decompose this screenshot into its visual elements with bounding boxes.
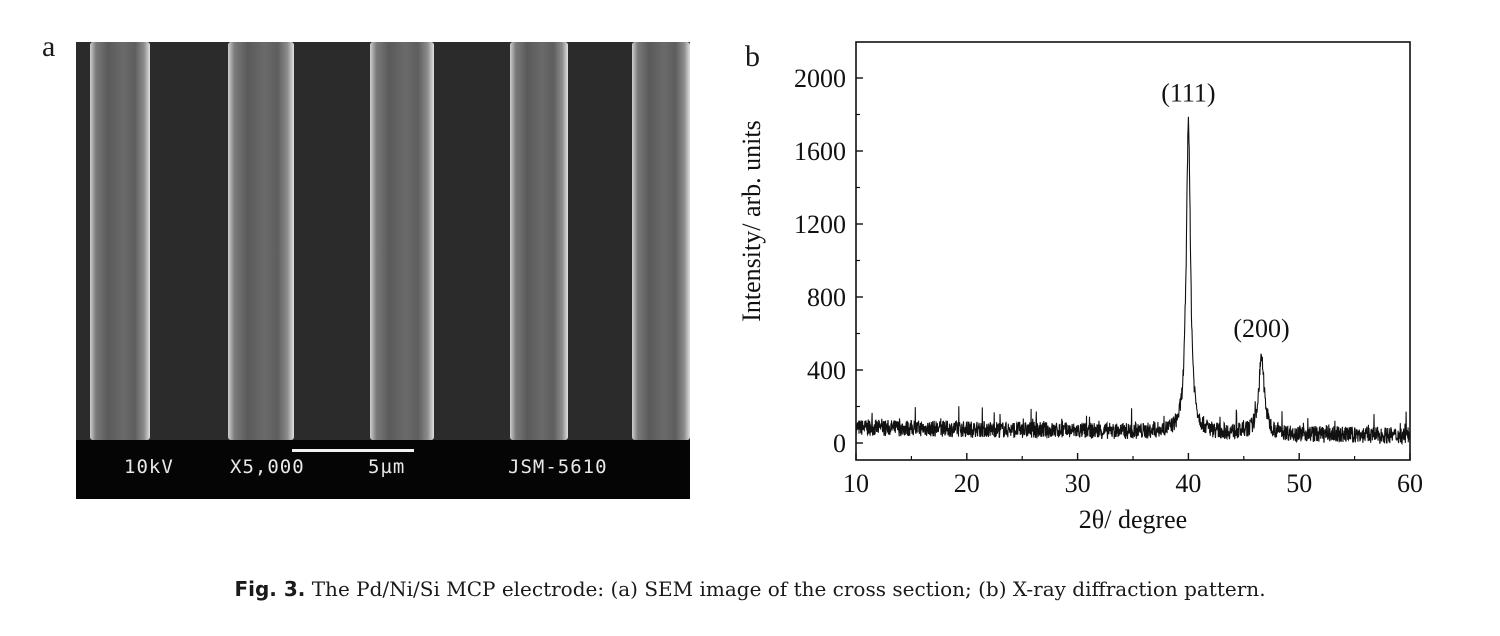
x-tick-label: 60 bbox=[1397, 469, 1423, 498]
scale-bar bbox=[292, 449, 414, 452]
x-tick-label: 40 bbox=[1175, 469, 1201, 498]
sem-ridge bbox=[370, 42, 434, 440]
peak-label: (200) bbox=[1233, 314, 1289, 343]
peak-label: (111) bbox=[1161, 79, 1215, 108]
xrd-trace bbox=[855, 116, 1411, 446]
y-tick-label: 0 bbox=[833, 429, 846, 458]
sem-ridge bbox=[90, 42, 150, 440]
y-tick-label: 800 bbox=[807, 283, 846, 312]
panel-a-label: a bbox=[42, 30, 56, 63]
y-tick-label: 2000 bbox=[794, 64, 846, 93]
figure-caption: Fig. 3. The Pd/Ni/Si MCP electrode: (a) … bbox=[0, 577, 1500, 601]
y-tick-label: 400 bbox=[807, 356, 846, 385]
sem-field bbox=[76, 42, 690, 440]
caption-prefix: Fig. 3. bbox=[234, 577, 306, 601]
panel-b-label: b bbox=[745, 40, 760, 73]
x-tick-label: 50 bbox=[1286, 469, 1312, 498]
y-axis-label: Intensity/ arb. units bbox=[737, 120, 766, 321]
sem-scale-label: 5µm bbox=[368, 456, 406, 478]
sem-ridge bbox=[632, 42, 690, 440]
y-tick-label: 1600 bbox=[794, 137, 846, 166]
sem-magnification: X5,000 bbox=[230, 456, 305, 478]
y-tick-label: 1200 bbox=[794, 210, 846, 239]
sem-ridge bbox=[510, 42, 568, 440]
sem-voltage: 10kV bbox=[124, 456, 174, 478]
sem-instrument: JSM-5610 bbox=[508, 456, 608, 478]
x-tick-label: 30 bbox=[1065, 469, 1091, 498]
x-tick-label: 10 bbox=[843, 469, 869, 498]
sem-image: 10kV X5,000 5µm JSM-5610 bbox=[76, 42, 690, 499]
xrd-chart: 0 400 800 1200 1600 2000 10 20 30 40 50 60 2θ/ degre… bbox=[737, 41, 1423, 534]
plot-frame bbox=[855, 41, 1411, 461]
sem-ridge bbox=[228, 42, 294, 440]
caption-text: The Pd/Ni/Si MCP electrode: (a) SEM imag… bbox=[305, 577, 1266, 601]
sem-data-bar: 10kV X5,000 5µm JSM-5610 bbox=[76, 440, 690, 499]
x-tick-label: 20 bbox=[954, 469, 980, 498]
x-axis-label: 2θ/ degree bbox=[1079, 505, 1187, 534]
